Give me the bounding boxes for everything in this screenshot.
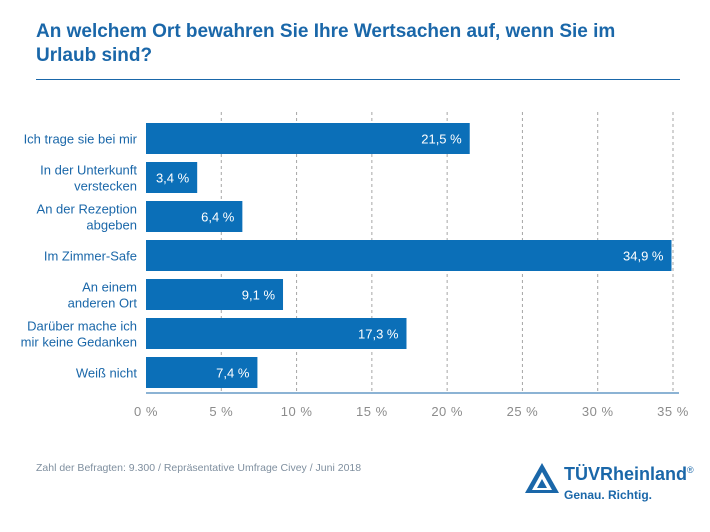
bar (146, 240, 672, 271)
x-tick-label: 25 % (507, 404, 539, 419)
bar-value-label: 3,4 % (156, 171, 190, 186)
logo-tagline: Genau. Richtig. (564, 488, 653, 502)
x-tick-label: 15 % (356, 404, 388, 419)
category-label: mir keine Gedanken (21, 335, 137, 350)
category-label: In der Unterkunft (40, 163, 137, 178)
category-label: Ich trage sie bei mir (24, 132, 138, 147)
logo-brand: TÜVRheinland® (564, 464, 694, 485)
bar-value-label: 7,4 % (216, 366, 250, 381)
category-label: An einem (82, 280, 137, 295)
bar-value-label: 21,5 % (421, 132, 462, 147)
title-divider (36, 79, 680, 80)
x-tick-label: 30 % (582, 404, 614, 419)
category-label: Darüber mache ich (27, 319, 137, 334)
bar (146, 123, 470, 154)
category-label: anderen Ort (68, 296, 138, 311)
tuv-logo: TÜVRheinland® Genau. Richtig. (524, 462, 694, 512)
bar (146, 201, 243, 232)
category-label: Weiß nicht (76, 366, 138, 381)
bar-chart: 21,5 % Ich trage sie bei mir 3,4 % In der U… (21, 112, 689, 419)
bar (146, 357, 258, 388)
bar-value-label: 6,4 % (201, 210, 235, 225)
category-label: verstecken (74, 179, 137, 194)
category-label: Im Zimmer-Safe (44, 249, 137, 264)
bar (146, 279, 284, 310)
chart-title: An welchem Ort bewahren Sie Ihre Wertsac… (36, 21, 616, 66)
x-tick-label: 0 % (134, 404, 158, 419)
category-label: An der Rezeption (37, 202, 137, 217)
x-tick-label: 10 % (281, 404, 313, 419)
bar-value-label: 9,1 % (242, 288, 276, 303)
logo-registered-mark: ® (687, 465, 694, 475)
x-tick-label: 20 % (431, 404, 463, 419)
bar-value-label: 17,3 % (358, 327, 399, 342)
x-tick-label: 5 % (209, 404, 233, 419)
tuv-triangle-icon (525, 463, 559, 493)
logo-brand-text: TÜVRheinland (564, 464, 688, 484)
source-note: Zahl der Befragten: 9.300 / Repräsentati… (36, 462, 362, 474)
bar-value-label: 34,9 % (623, 249, 664, 264)
category-label: abgeben (86, 218, 137, 233)
bar (146, 318, 407, 349)
bar (146, 162, 198, 193)
x-tick-label: 35 % (657, 404, 689, 419)
